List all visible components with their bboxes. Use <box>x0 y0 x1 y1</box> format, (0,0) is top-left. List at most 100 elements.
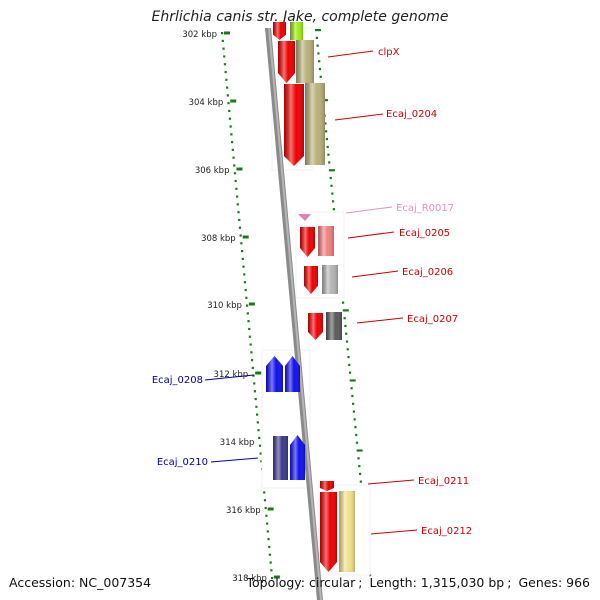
gene-ecaj-0208[interactable] <box>266 356 283 392</box>
ruler-dot <box>236 203 239 206</box>
ruler-dot <box>251 359 254 362</box>
ruler-dot <box>223 63 227 66</box>
label-leaders <box>204 50 418 535</box>
ruler-dot <box>266 530 269 533</box>
genes-value: 966 <box>566 575 590 590</box>
ruler-dot <box>230 133 233 136</box>
ruler-dot <box>238 226 242 229</box>
accession-info: Accession: NC_007354 <box>9 575 151 590</box>
gene-ecaj-r0017[interactable] <box>298 214 311 221</box>
ruler-dot <box>319 75 322 78</box>
ruler-tick <box>224 31 230 35</box>
gene-label-clpx[interactable]: clpX <box>378 47 400 58</box>
ruler-dot <box>270 569 273 572</box>
ruler-dot <box>221 39 224 42</box>
ruler-dot <box>256 421 259 424</box>
gene-ecaj-0207[interactable] <box>308 313 323 340</box>
ruler-dot <box>349 379 356 382</box>
gene-ecaj-0204[interactable] <box>284 84 304 166</box>
gene-feature[interactable] <box>339 491 355 572</box>
gene-label-ecaj-0205[interactable]: Ecaj_0205 <box>399 228 450 239</box>
ruler-tick <box>273 575 280 579</box>
gene-feature[interactable] <box>296 40 314 83</box>
gene-label-ecaj-0208[interactable]: Ecaj_0208 <box>152 375 203 386</box>
gene-ecaj-0211[interactable] <box>320 481 334 491</box>
ruler-dot <box>352 410 355 413</box>
ruler-dot <box>317 52 320 55</box>
ruler-dot <box>327 153 330 156</box>
gene-label-ecaj-0204[interactable]: Ecaj_0204 <box>386 109 437 120</box>
ruler-dot <box>350 387 353 390</box>
ruler-dot <box>246 304 249 307</box>
ruler-dot <box>225 78 228 81</box>
ruler-dot <box>238 218 241 222</box>
genes-label: Genes: <box>518 575 563 590</box>
gene-feature[interactable] <box>291 22 303 40</box>
ruler-dot <box>326 145 329 148</box>
ruler-dot <box>244 288 247 292</box>
gene-feature[interactable] <box>273 22 286 40</box>
gene-clpx[interactable] <box>278 41 295 83</box>
gene-label-ecaj-r0017[interactable]: Ecaj_R0017 <box>396 203 454 214</box>
gene-ecaj-0205[interactable] <box>300 227 315 257</box>
ruler-dot <box>342 309 349 312</box>
ruler-tick-label: 312 kbp <box>214 370 249 380</box>
gene-feature[interactable] <box>305 83 325 165</box>
ruler-dot <box>241 257 244 260</box>
ruler-dot <box>266 522 269 525</box>
ruler-dot <box>342 301 345 304</box>
ruler-dot <box>330 184 333 187</box>
ruler-dot <box>223 55 226 58</box>
ruler-dot <box>315 29 321 32</box>
gene-feature[interactable] <box>318 226 334 256</box>
label-leader-line <box>210 457 259 463</box>
ruler-dot <box>231 141 234 144</box>
ruler-tick-label: 306 kbp <box>195 166 230 176</box>
ruler-dot <box>243 281 247 284</box>
ruler-dot <box>253 390 257 393</box>
ruler-tick-label: 310 kbp <box>207 301 242 311</box>
gene-feature[interactable] <box>290 435 305 480</box>
gene-label-ecaj-0211[interactable]: Ecaj_0211 <box>418 476 469 487</box>
ruler-dot <box>348 363 351 366</box>
label-leader-line <box>351 270 399 278</box>
ruler-dot <box>331 200 335 203</box>
gene-feature[interactable] <box>326 312 342 340</box>
ruler-dot <box>245 296 248 299</box>
position-ruler: 302 kbp 304 kbp 306 kbp 308 kbp 310 kbp 312 k… <box>182 29 372 584</box>
ruler-dot <box>331 192 334 195</box>
ruler-dot <box>318 67 322 71</box>
label-leader-line <box>334 113 384 121</box>
genome-backbone <box>265 28 323 600</box>
ruler-dot <box>329 176 332 180</box>
topology-label: Topology: <box>246 575 305 590</box>
ruler-dot <box>252 374 255 377</box>
ruler-dot <box>248 335 252 338</box>
ruler-dot <box>359 480 362 483</box>
ruler-dot <box>228 117 232 120</box>
length-value: 1,315,030 bp <box>420 575 505 590</box>
ruler-tick <box>248 302 255 306</box>
ruler-dot <box>353 418 356 421</box>
gene-label-ecaj-0212[interactable]: Ecaj_0212 <box>421 526 472 537</box>
gene-feature[interactable] <box>322 265 338 294</box>
gene-labels: clpX Ecaj_0204 Ecaj_R0017 Ecaj_0205 Ecaj_020… <box>152 47 472 537</box>
ruler-dot <box>345 332 348 335</box>
ruler-dot <box>268 545 271 549</box>
gene-label-ecaj-0207[interactable]: Ecaj_0207 <box>407 314 458 325</box>
ruler-dot <box>241 250 244 253</box>
ruler-dot <box>355 433 358 437</box>
gene-ecaj-0206[interactable] <box>304 266 318 294</box>
gene-label-ecaj-0206[interactable]: Ecaj_0206 <box>402 267 453 278</box>
gene-feature[interactable] <box>285 356 300 392</box>
ruler-dot <box>328 169 335 172</box>
ruler-dot <box>265 514 268 517</box>
accession-label: Accession: <box>9 575 76 590</box>
ruler-dot <box>253 382 256 385</box>
ruler-dot <box>257 429 260 432</box>
gene-label-ecaj-0210[interactable]: Ecaj_0210 <box>157 457 208 468</box>
gene-ecaj-0212[interactable] <box>320 492 337 572</box>
label-leader-line <box>204 374 255 381</box>
gene-ecaj-0210[interactable] <box>273 436 288 480</box>
ruler-dot <box>237 211 240 214</box>
